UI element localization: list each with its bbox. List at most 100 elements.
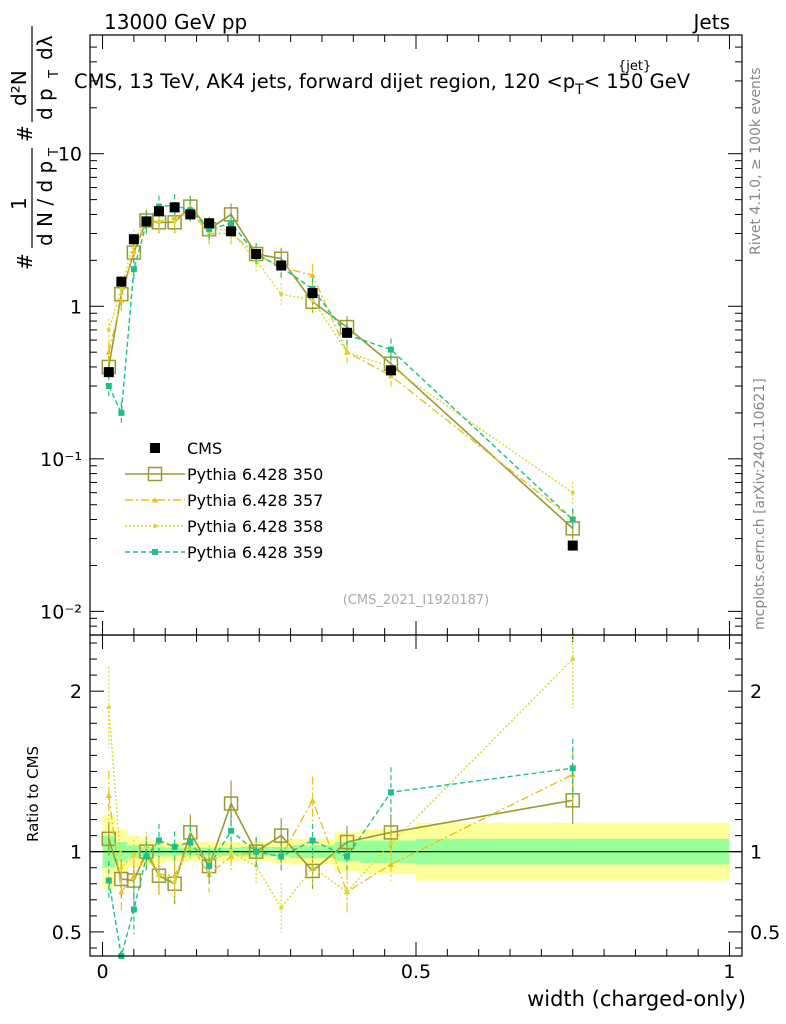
ratio-350-point	[223, 796, 239, 811]
ratio-y-tick-label-right: 1	[750, 842, 762, 864]
main-359-point	[206, 226, 213, 233]
ratio-358-point	[570, 657, 575, 662]
ratio-359-point	[228, 827, 235, 834]
legend-label: Pythia 6.428 357	[187, 491, 323, 510]
ratio-357-point	[387, 861, 394, 868]
main-359-point	[118, 409, 125, 416]
main-y-tick-label: 10	[58, 144, 82, 166]
ylabel-hash-2: #	[13, 125, 37, 142]
main-y-axis-label: # 1 d N / d p T # d²N d p T dλ	[7, 26, 62, 270]
main-359-point	[228, 220, 235, 227]
ratio-358-point	[131, 852, 136, 857]
legend-label: Pythia 6.428 359	[187, 543, 323, 562]
ratio-357-point	[228, 853, 235, 859]
ylabel-hash-1: #	[13, 253, 37, 270]
legend: CMS Pythia 6.428 350 Pythia 6.428 357 Pythi…	[125, 439, 323, 562]
legend-label: Pythia 6.428 358	[187, 517, 323, 536]
chart-title-pre: CMS, 13 TeV, AK4 jets, forward dijet reg…	[74, 70, 575, 93]
main-358-point	[310, 297, 315, 302]
ratio-350-point	[339, 834, 355, 850]
ratio-357-point	[118, 888, 125, 895]
cms-point	[116, 276, 127, 287]
header-energy-label: 13000 GeV pp	[104, 10, 247, 34]
cms-point	[169, 202, 180, 213]
main-359-point	[105, 383, 112, 390]
ratio-358-point	[279, 905, 284, 910]
ratio-y-tick-label-left: 0.5	[52, 922, 82, 944]
main-358-point	[172, 219, 177, 224]
cms-point	[185, 209, 196, 220]
ratio-350-point	[305, 863, 320, 879]
header-jets-label: Jets	[692, 10, 730, 34]
ratio-359-point	[171, 843, 178, 850]
ratio-358-point	[310, 865, 315, 870]
watermark: (CMS_2021_I1920187)	[343, 593, 490, 608]
main-358-point	[345, 350, 350, 355]
ratio-358-point	[172, 880, 177, 885]
ratio-350-point	[101, 831, 117, 847]
chart-title-sub: T	[574, 82, 584, 98]
ylabel-t-sub-2: T	[47, 70, 62, 79]
ratio-358-point	[144, 844, 149, 849]
cms-point	[307, 288, 318, 299]
cms-point	[103, 367, 114, 378]
main-357-point	[309, 272, 316, 278]
ratio-359-point	[143, 853, 150, 860]
mcplots-label: mcplots.cern.ch [arXiv:2401.10621]	[752, 378, 768, 630]
main-panel: CMS, 13 TeV, AK4 jets, forward dijet reg…	[74, 34, 743, 636]
ratio-359-point	[309, 837, 316, 844]
ratio-359-point	[130, 906, 137, 913]
x-axis-label: width (charged-only)	[527, 987, 746, 1011]
ratio-358-point	[229, 849, 234, 854]
x-tick-label: 0.5	[401, 961, 431, 983]
ratio-358-point	[388, 841, 393, 846]
ratio-y-tick-label-right: 0.5	[750, 922, 780, 944]
ratio-359-point	[206, 863, 213, 870]
ratio-y-axis-label: Ratio to CMS	[24, 746, 42, 842]
ylabel-d2n: d²N	[7, 70, 31, 106]
ylabel-t-sub-1: T	[47, 148, 62, 157]
ratio-350-point	[565, 793, 580, 808]
main-359-point	[130, 266, 137, 273]
legend-marker	[147, 466, 163, 482]
main-358-line	[108, 210, 574, 494]
cms-point	[128, 234, 139, 245]
ratio-plot-frame	[89, 634, 743, 957]
main-y-tick-label: 10⁻²	[40, 601, 82, 623]
x-tick-label: 1	[723, 961, 735, 983]
chart-title-post: < 150 GeV	[584, 70, 691, 93]
ratio-358-point	[119, 865, 124, 870]
main-y-tick-label: 10⁻¹	[40, 449, 82, 471]
ratio-358-point	[106, 705, 111, 710]
main-357-point	[387, 372, 394, 379]
main-350-line	[108, 205, 574, 529]
ratio-350-point	[383, 825, 399, 840]
chart-title: CMS, 13 TeV, AK4 jets, forward dijet reg…	[74, 70, 691, 98]
main-357-point	[171, 214, 178, 221]
ratio-357-point	[105, 792, 112, 798]
ratio-359-point	[278, 853, 285, 860]
main-357-point	[105, 349, 112, 355]
ratio-357-point	[130, 872, 137, 879]
legend-label: CMS	[187, 439, 222, 458]
ratio-358-point	[156, 872, 161, 877]
ratio-358-point	[345, 889, 350, 894]
main-358-point	[156, 219, 161, 224]
cms-point	[153, 206, 164, 217]
main-359-line	[108, 204, 574, 521]
main-359-point	[569, 516, 576, 523]
chart-title-sup: {jet}	[618, 59, 651, 74]
cms-point	[226, 226, 237, 237]
cms-point	[385, 365, 396, 376]
ylabel-dn-dpt: d N / d p	[33, 161, 57, 246]
ylabel-dpt: d p	[33, 88, 57, 120]
legend-marker-cms	[150, 443, 160, 453]
main-359-point	[387, 346, 394, 353]
main-y-tick-label: 1	[70, 296, 82, 318]
cms-point	[567, 540, 578, 551]
cms-point	[251, 249, 262, 260]
ratio-359-point	[155, 837, 162, 844]
ratio-359-point	[569, 765, 576, 772]
ratio-357-point	[309, 797, 316, 803]
